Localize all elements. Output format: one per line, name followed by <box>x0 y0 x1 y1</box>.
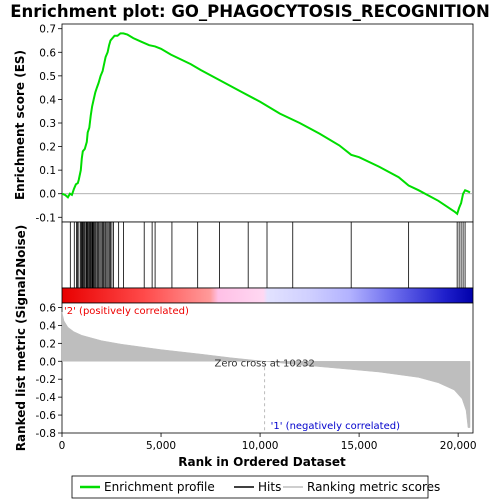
metric-y-axis-label: Ranked list metric (Signal2Noise) <box>14 225 28 452</box>
metric-y-tick-label: 0.0 <box>39 356 56 368</box>
x-tick-label: 0 <box>59 440 66 452</box>
es-panel-frame <box>61 23 474 223</box>
es-y-tick-label: 0.5 <box>39 71 56 83</box>
legend-metric-label: Ranking metric scores <box>307 480 440 494</box>
metric-y-tick-label: 0.4 <box>39 320 56 332</box>
es-y-tick-label: 0.2 <box>39 142 56 154</box>
x-tick-label: 15,000 <box>341 440 378 452</box>
es-y-tick-label: 0.6 <box>39 47 56 59</box>
es-y-tick-label: -0.1 <box>36 212 57 224</box>
x-axis-label: Rank in Ordered Dataset <box>178 455 346 469</box>
es-y-tick-label: 0.4 <box>39 94 56 106</box>
es-y-tick-label: 0.1 <box>39 165 56 177</box>
chart-title: Enrichment plot: GO_PHAGOCYTOSIS_RECOGNI… <box>10 2 490 21</box>
hits-panel-frame <box>61 221 474 289</box>
rank-color-bar <box>61 287 474 304</box>
legend-hits-label: Hits <box>258 480 281 494</box>
es-y-tick-label: 0.7 <box>39 24 56 36</box>
es-y-axis-label: Enrichment score (ES) <box>13 50 27 200</box>
metric-y-tick-label: -0.6 <box>36 410 57 422</box>
metric-y-tick-label: 0.6 <box>39 302 56 314</box>
positive-correlation-label: '2' (positively correlated) <box>64 306 189 317</box>
x-tick-label: 10,000 <box>242 440 279 452</box>
metric-y-tick-label: -0.2 <box>36 374 57 386</box>
ranking-metric-area <box>61 311 471 428</box>
es-y-axis: -0.1 0.0 0.1 0.2 0.3 0.4 0.5 0.6 0.7 <box>36 24 62 224</box>
x-tick-label: 20,000 <box>440 440 477 452</box>
metric-y-tick-label: -0.8 <box>36 428 57 440</box>
negative-correlation-label: '1' (negatively correlated) <box>271 421 400 432</box>
metric-y-tick-label: -0.4 <box>36 392 57 404</box>
enrichment-profile-line <box>61 32 471 216</box>
metric-y-tick-label: 0.2 <box>39 338 56 350</box>
legend-enrichment-label: Enrichment profile <box>104 480 215 494</box>
es-y-tick-label: 0.0 <box>39 189 56 201</box>
metric-y-axis: -0.8 -0.6 -0.4 -0.2 0.0 0.2 0.4 0.6 <box>36 302 62 440</box>
es-y-tick-label: 0.3 <box>39 118 56 130</box>
legend: Enrichment profile Hits Ranking metric s… <box>71 475 440 499</box>
zero-cross-label: Zero cross at 10232 <box>214 358 314 369</box>
x-tick-label: 5,000 <box>146 440 176 452</box>
hits-markers <box>69 222 466 288</box>
x-axis: 0 5,000 10,000 15,000 20,000 <box>59 433 477 452</box>
